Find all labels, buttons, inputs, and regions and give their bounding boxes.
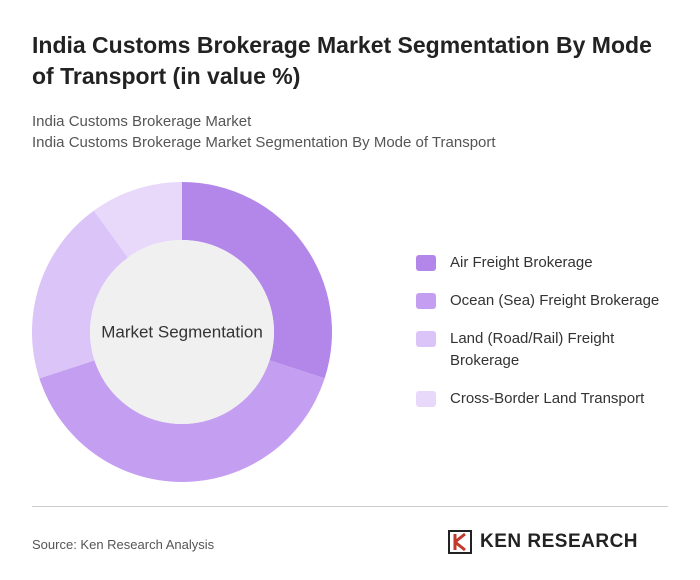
donut-slice [182,182,332,379]
source: Source: Ken Research Analysis [32,537,215,552]
brand-logo: KEN RESEARCH [448,530,638,554]
legend-swatch [416,391,436,407]
donut-hole [90,240,274,424]
divider [32,506,668,507]
legend-label: Land (Road/Rail) Freight Brokerage [450,330,615,369]
subtitle: India Customs Brokerage Market [32,113,252,130]
legend-label: Air Freight Brokerage [450,254,593,271]
legend-item: Ocean (Sea) Freight Brokerage [416,290,676,312]
donut-chart: Market Segmentation [31,182,332,482]
donut-slice [39,360,325,482]
legend-swatch [416,255,436,271]
legend-item: Land (Road/Rail) Freight Brokerage [416,328,676,372]
legend: Air Freight Brokerage Ocean (Sea) Freight… [416,252,676,426]
donut-slice [31,210,128,379]
legend-label: Ocean (Sea) Freight Brokerage [450,292,660,309]
title: India Customs Brokerage Market Segmentat… [32,32,652,89]
brand-name: KEN RESEARCH [480,531,639,552]
center-label: Market Segmentation [101,322,263,341]
brand-icon [448,530,472,554]
legend-item: Air Freight Brokerage [416,252,676,274]
legend-item: Cross-Border Land Transport [416,388,676,410]
legend-label: Cross-Border Land Transport [450,390,645,407]
legend-swatch [416,331,436,347]
legend-swatch [416,293,436,309]
subtitle: India Customs Brokerage Market Segmentat… [32,134,496,151]
donut-slice [93,182,182,258]
